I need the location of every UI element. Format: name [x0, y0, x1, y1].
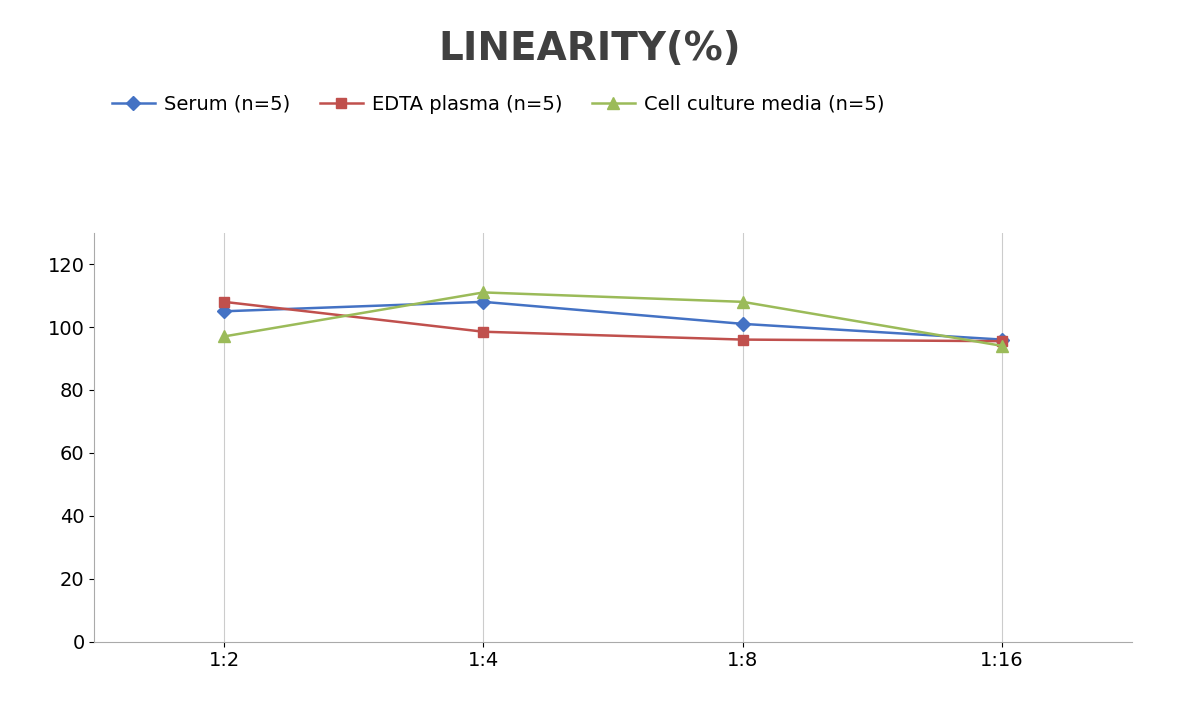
Line: Cell culture media (n=5): Cell culture media (n=5)	[218, 287, 1008, 351]
EDTA plasma (n=5)	[995, 337, 1009, 345]
Line: Serum (n=5): Serum (n=5)	[219, 297, 1007, 345]
Legend: Serum (n=5), EDTA plasma (n=5), Cell culture media (n=5): Serum (n=5), EDTA plasma (n=5), Cell cul…	[104, 87, 893, 121]
Line: EDTA plasma (n=5): EDTA plasma (n=5)	[219, 297, 1007, 346]
Serum (n=5)	[736, 319, 750, 328]
EDTA plasma (n=5)	[476, 328, 490, 336]
Serum (n=5)	[217, 307, 231, 316]
Cell culture media (n=5)	[476, 288, 490, 297]
Cell culture media (n=5)	[995, 342, 1009, 350]
EDTA plasma (n=5)	[736, 336, 750, 344]
EDTA plasma (n=5)	[217, 298, 231, 306]
Serum (n=5)	[476, 298, 490, 306]
Cell culture media (n=5)	[736, 298, 750, 306]
Serum (n=5)	[995, 336, 1009, 344]
Text: LINEARITY(%): LINEARITY(%)	[439, 30, 740, 68]
Cell culture media (n=5)	[217, 332, 231, 341]
